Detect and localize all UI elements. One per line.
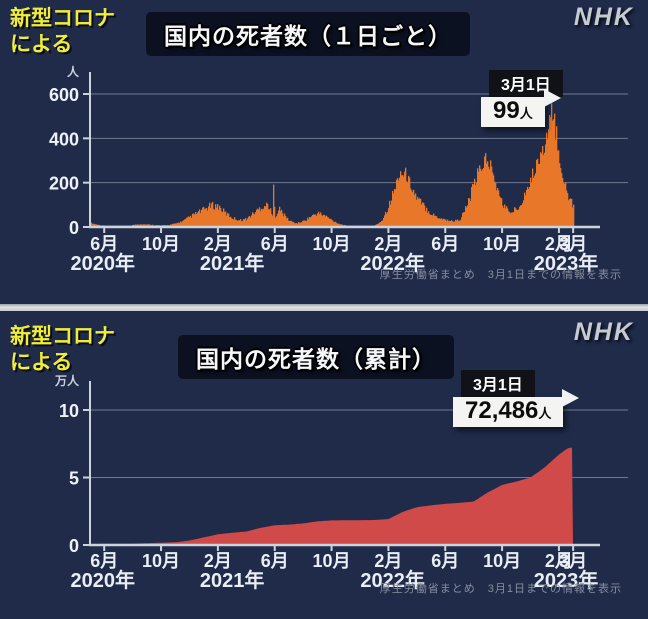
callout-date: 3月1日: [461, 370, 535, 397]
svg-text:6月: 6月: [261, 234, 289, 254]
covid-overlay-label: 新型コロナ による: [10, 324, 115, 376]
callout-value-unit: 人: [519, 106, 533, 121]
svg-text:3月: 3月: [559, 234, 587, 254]
svg-text:2023年: 2023年: [534, 568, 599, 592]
svg-text:2月: 2月: [374, 234, 402, 254]
svg-text:万人: 万人: [54, 373, 80, 388]
svg-text:0: 0: [69, 536, 79, 556]
svg-text:200: 200: [49, 174, 79, 194]
svg-text:2022年: 2022年: [360, 568, 425, 592]
source-note: 厚生労働省まとめ 3月1日までの情報を表示: [379, 583, 622, 595]
overlay-label-line2: による: [10, 33, 73, 56]
overlay-label-line1: 新型コロナ: [10, 7, 115, 30]
daily-chart-title: 国内の死者数（１日ごと）: [164, 23, 452, 49]
callout-arrow-icon: [543, 89, 561, 107]
daily-callout: 3月1日 99人: [481, 70, 563, 127]
svg-text:2月: 2月: [204, 234, 232, 254]
svg-text:2020年: 2020年: [71, 568, 136, 592]
cumulative-deaths-panel: 6月 10月 2月 6月 10月 2月 6月 10月 2月 3月 2020年 2021年 2022年 20…: [0, 311, 648, 619]
svg-text:6月: 6月: [431, 551, 459, 571]
svg-text:6月: 6月: [431, 234, 459, 254]
svg-text:10: 10: [59, 401, 79, 421]
overlay-label-line1: 新型コロナ: [10, 325, 115, 348]
chart-title-box: 国内の死者数（１日ごと）: [146, 12, 470, 56]
svg-text:3月: 3月: [559, 551, 587, 571]
svg-text:6月: 6月: [90, 234, 118, 254]
nhk-logo: NHK: [573, 318, 634, 346]
svg-text:10月: 10月: [313, 551, 351, 571]
svg-text:2021年: 2021年: [200, 568, 265, 592]
svg-text:10月: 10月: [483, 551, 521, 571]
overlay-label-line2: による: [10, 351, 73, 374]
callout-value-number: 72,486: [465, 397, 539, 424]
svg-text:10月: 10月: [313, 234, 351, 254]
callout-value-unit: 人: [538, 406, 552, 421]
svg-text:2020年: 2020年: [71, 251, 136, 275]
svg-text:6月: 6月: [90, 551, 118, 571]
callout-value: 99人: [481, 89, 561, 127]
cumulative-area-chart: 6月 10月 2月 6月 10月 2月 6月 10月 2月 3月 2020年 2021年 2022年 20…: [0, 311, 648, 619]
svg-text:10月: 10月: [142, 551, 180, 571]
chart-title-box: 国内の死者数（累計）: [178, 335, 454, 379]
svg-text:2月: 2月: [545, 234, 573, 254]
svg-text:10月: 10月: [142, 234, 180, 254]
source-note: 厚生労働省まとめ 3月1日までの情報を表示: [379, 269, 622, 281]
cumulative-chart-title: 国内の死者数（累計）: [196, 346, 436, 372]
svg-text:6月: 6月: [261, 551, 289, 571]
daily-deaths-panel: 6月 10月 2月 6月 10月 2月 6月 10月 2月 3月 2020年 2021年 2022年 20…: [0, 0, 648, 304]
svg-text:2022年: 2022年: [360, 251, 425, 275]
svg-text:400: 400: [49, 129, 79, 149]
svg-text:10月: 10月: [483, 234, 521, 254]
callout-value-number: 99: [493, 97, 520, 124]
svg-text:2023年: 2023年: [534, 251, 599, 275]
svg-text:2021年: 2021年: [200, 251, 265, 275]
svg-text:2月: 2月: [374, 551, 402, 571]
svg-text:0: 0: [69, 218, 79, 238]
svg-text:2月: 2月: [545, 551, 573, 571]
svg-text:5: 5: [69, 469, 79, 489]
daily-bar-chart: 6月 10月 2月 6月 10月 2月 6月 10月 2月 3月 2020年 2021年 2022年 20…: [0, 0, 648, 304]
callout-value: 72,486人: [453, 389, 580, 427]
panel-separator: [0, 304, 648, 311]
cumulative-callout: 3月1日 72,486人: [453, 370, 580, 427]
svg-text:2月: 2月: [204, 551, 232, 571]
nhk-logo: NHK: [573, 3, 634, 31]
covid-overlay-label: 新型コロナ による: [10, 6, 115, 58]
svg-text:600: 600: [49, 85, 79, 105]
callout-arrow-icon: [562, 389, 580, 407]
svg-text:人: 人: [67, 64, 80, 79]
